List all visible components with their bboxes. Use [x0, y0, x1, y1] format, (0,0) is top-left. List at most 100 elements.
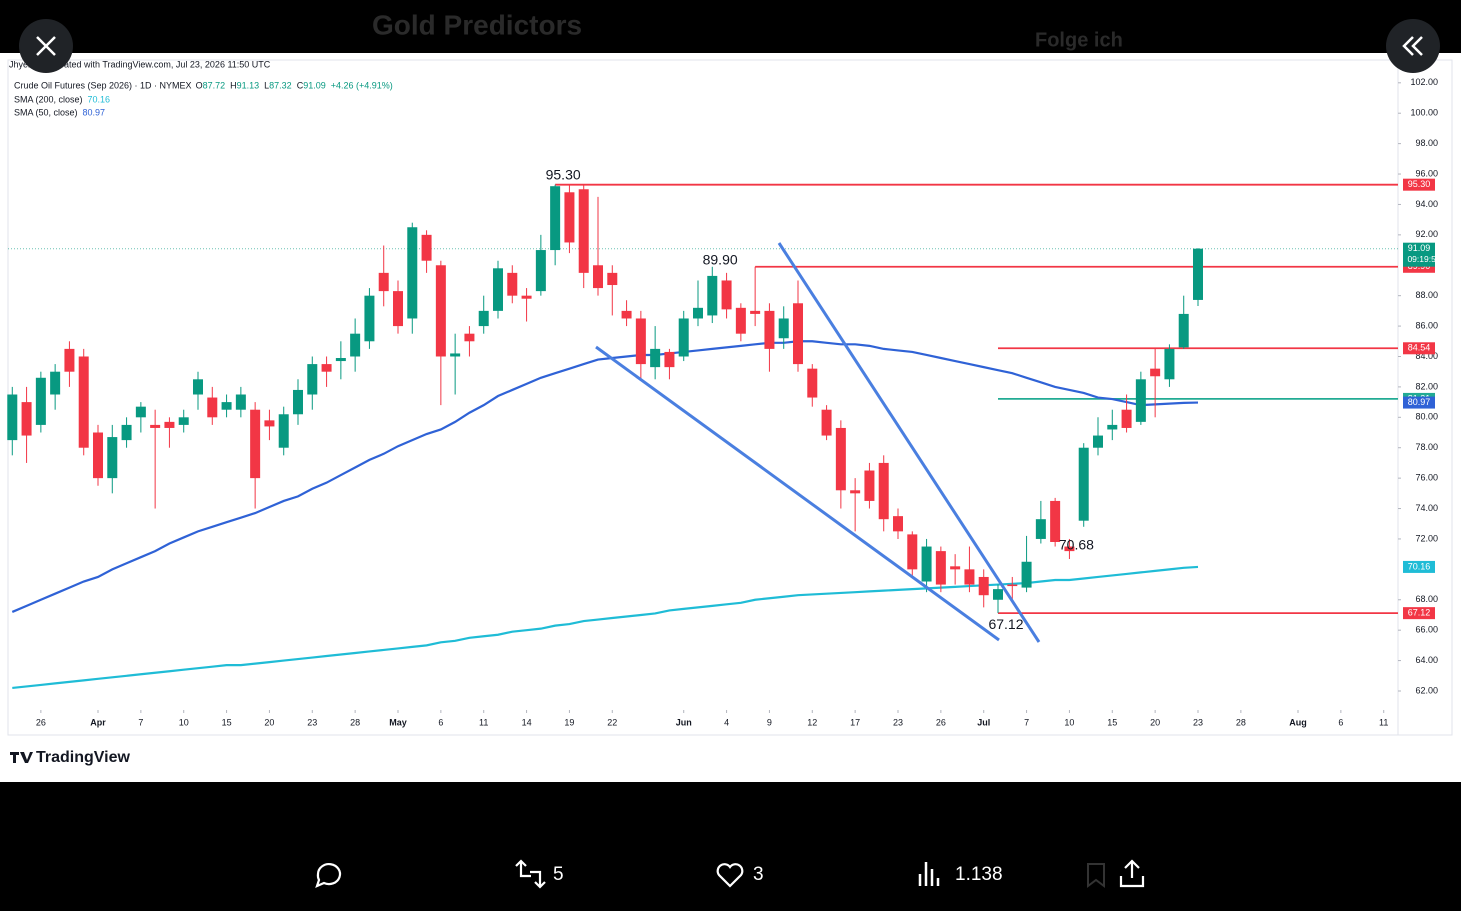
- x-tick-label: 15: [222, 717, 232, 727]
- x-tick-label: 6: [1338, 717, 1343, 727]
- ohlc-value: 87.72: [203, 80, 226, 90]
- y-tick-label: 88.00: [1415, 290, 1438, 300]
- y-tick-label: 82.00: [1415, 381, 1438, 391]
- candle-body: [393, 291, 403, 327]
- share-icon[interactable]: [1119, 859, 1145, 888]
- sma-tag: 80.97: [1408, 397, 1431, 407]
- legend-value: 80.97: [83, 107, 106, 117]
- symbol-title: Crude Oil Futures (Sep 2026) · 1D · NYME…: [14, 80, 192, 90]
- candle-body: [835, 427, 846, 491]
- candle-body: [807, 368, 818, 398]
- bookmark-icon[interactable]: [1087, 863, 1105, 888]
- candle-body: [264, 420, 275, 427]
- candle-body: [421, 234, 432, 261]
- candle-body: [64, 348, 75, 372]
- close-icon: [36, 36, 56, 56]
- candle-body: [735, 307, 746, 334]
- reply-icon[interactable]: [315, 863, 342, 888]
- y-tick-label: 96.00: [1415, 168, 1438, 178]
- level-tag: 95.30: [1408, 179, 1431, 189]
- candle-body: [1007, 584, 1018, 587]
- x-tick-label: 11: [479, 717, 488, 727]
- level-tag: 84.54: [1408, 343, 1431, 353]
- x-tick-label: 11: [1379, 717, 1388, 727]
- candle-body: [935, 551, 946, 585]
- candle-body: [907, 534, 918, 570]
- retweet-count: 5: [553, 864, 564, 885]
- y-tick-label: 100.00: [1410, 108, 1438, 118]
- y-tick-label: 76.00: [1415, 473, 1438, 483]
- candle-body: [750, 310, 761, 314]
- candle-body: [1121, 409, 1132, 428]
- candle-body: [121, 424, 132, 441]
- sma-tag-bg: [1403, 560, 1435, 573]
- candle-body: [535, 250, 546, 292]
- y-tick-label: 84.00: [1415, 351, 1438, 361]
- ohlc-value: 91.13: [237, 80, 260, 90]
- candle-body: [107, 437, 118, 479]
- candle-body: [235, 394, 246, 410]
- candle-body: [664, 351, 675, 368]
- candle-body: [478, 310, 489, 327]
- level-annotation: 95.30: [546, 166, 581, 182]
- candle-body: [293, 389, 303, 415]
- candle-body: [621, 310, 632, 319]
- level-tag-bg: [1403, 178, 1435, 191]
- candle-body: [1150, 368, 1161, 377]
- credit: Jhyerczyk created with TradingView.com, …: [9, 59, 271, 69]
- candle-body: [764, 310, 775, 349]
- x-tick-label: 28: [350, 717, 360, 727]
- y-tick-label: 80.00: [1415, 412, 1438, 422]
- follow-label: Folge ich: [1035, 29, 1123, 51]
- candle-body: [593, 265, 603, 289]
- x-tick-label: 23: [893, 717, 903, 727]
- price-tag-bg: [1403, 242, 1435, 267]
- like-icon[interactable]: [716, 863, 744, 888]
- candle-body: [50, 371, 61, 395]
- x-tick-label: 10: [1064, 717, 1074, 727]
- candle-body: [921, 546, 932, 582]
- ohlc-value: 87.32: [269, 80, 292, 90]
- like-count: 3: [753, 864, 764, 885]
- x-tick-label: 9: [767, 717, 772, 727]
- candle-body: [721, 280, 732, 310]
- candle-body: [550, 186, 561, 251]
- level-tag-bg: [1403, 607, 1435, 620]
- legend-name: SMA (200, close): [14, 94, 83, 104]
- y-tick-label: 86.00: [1415, 320, 1438, 330]
- candle-body: [650, 348, 661, 368]
- candle-body: [464, 333, 475, 342]
- candle-body: [1135, 379, 1146, 422]
- candle-body: [564, 192, 575, 243]
- x-tick-label: Apr: [90, 717, 106, 727]
- x-tick-label: 28: [1236, 717, 1246, 727]
- sma-tag-bg: [1403, 396, 1435, 409]
- x-tick-label: 14: [522, 717, 532, 727]
- level-annotation: 67.12: [988, 616, 1023, 632]
- y-tick-label: 68.00: [1415, 594, 1438, 604]
- candle-body: [164, 421, 175, 428]
- ohlc-label: C: [297, 80, 304, 90]
- candle-body: [778, 318, 789, 339]
- candle-body: [350, 333, 361, 357]
- level-tag-bg: [1403, 342, 1435, 355]
- x-tick-label: 12: [807, 717, 817, 727]
- candle-body: [407, 227, 418, 319]
- y-tick-label: 92.00: [1415, 229, 1438, 239]
- x-tick-label: 7: [1024, 717, 1029, 727]
- candle-body: [207, 397, 218, 418]
- countdown: 09:19:56: [1407, 254, 1440, 264]
- legend-value: 70.16: [88, 94, 111, 104]
- retweet-icon[interactable]: [515, 859, 546, 889]
- candle-body: [993, 589, 1003, 600]
- collapse-icon: [1402, 36, 1423, 56]
- candle-body: [250, 409, 261, 479]
- y-tick-label: 72.00: [1415, 533, 1438, 543]
- candle-body: [1178, 313, 1189, 348]
- candle-body: [21, 402, 32, 436]
- views-icon[interactable]: [918, 862, 940, 886]
- candle-body: [1078, 447, 1089, 521]
- candle-body: [850, 490, 861, 494]
- candle-body: [578, 189, 589, 273]
- trend-line: [777, 242, 1041, 643]
